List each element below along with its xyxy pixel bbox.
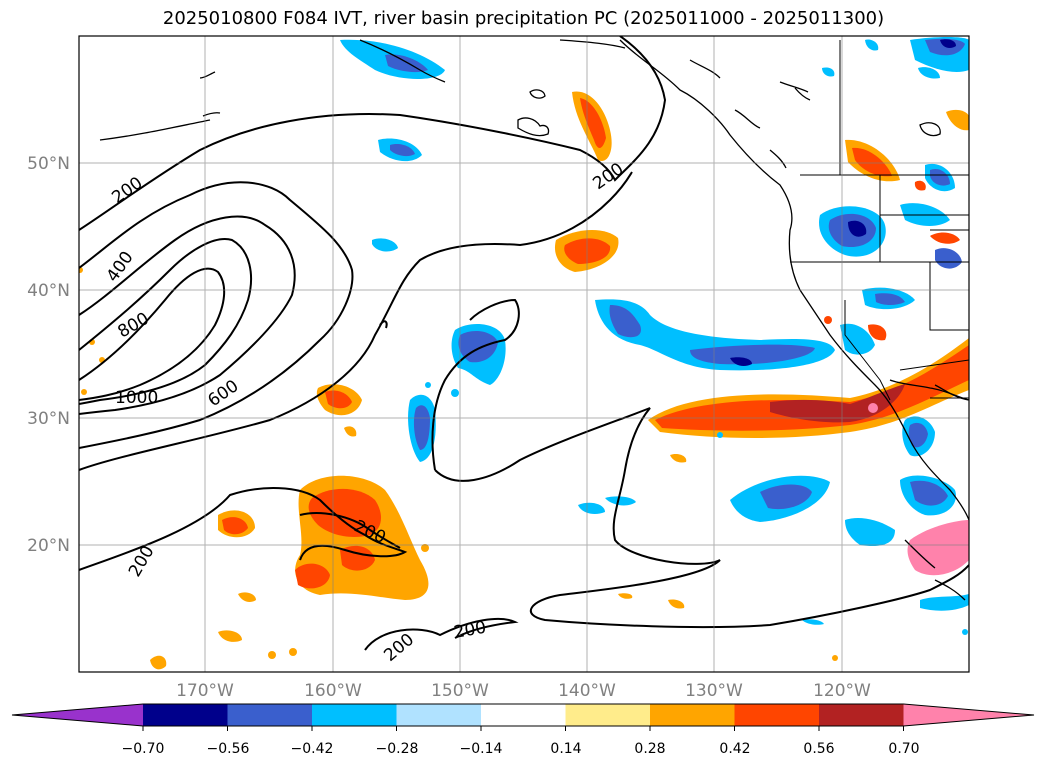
colorbar-tick-label: −0.56	[207, 741, 250, 757]
lon-tick-label: 120°W	[813, 681, 871, 701]
map-gridlines	[79, 36, 969, 672]
contour-label: 1000	[115, 388, 158, 408]
colorbar-segment	[143, 704, 228, 726]
colorbar-tick-label: 0.28	[634, 741, 665, 757]
map-content: 200 400 800 1000 600 200 200 200 200 200	[79, 36, 969, 672]
lat-tick-labels: 50°N 40°N 30°N 20°N	[27, 154, 70, 556]
colorbar-extend-low	[12, 704, 143, 726]
colorbar-segment	[565, 704, 651, 726]
lon-tick-label: 170°W	[176, 681, 234, 701]
colorbar-tick-label: 0.56	[803, 741, 834, 757]
colorbar-segment	[227, 704, 313, 726]
colorbar-tick-labels: −0.70 −0.56 −0.42 −0.28 −0.14 0.14 0.28 …	[122, 741, 920, 757]
colorbar-segment	[481, 704, 566, 726]
colorbar-segment	[734, 704, 820, 726]
lat-tick-label: 30°N	[27, 409, 70, 429]
state-borders	[790, 40, 969, 401]
colorbar-tick-label: −0.70	[122, 741, 165, 757]
lat-tick-label: 50°N	[27, 154, 70, 174]
colorbar-segment	[819, 704, 904, 726]
ivt-contours	[79, 36, 969, 651]
lon-tick-label: 150°W	[431, 681, 489, 701]
lon-tick-label: 130°W	[685, 681, 743, 701]
colorbar-tick-label: 0.14	[550, 741, 581, 757]
precip-negative-shading	[340, 37, 969, 635]
chart-title: 2025010800 F084 IVT, river basin precipi…	[162, 8, 885, 29]
coastlines	[99, 39, 969, 601]
colorbar-tick-label: −0.14	[460, 741, 503, 757]
colorbar-segment	[396, 704, 482, 726]
colorbar-tick-label: −0.28	[376, 741, 419, 757]
lon-tick-label: 140°W	[558, 681, 616, 701]
lon-tick-labels: 170°W 160°W 150°W 140°W 130°W 120°W	[176, 681, 871, 701]
lat-tick-label: 40°N	[27, 281, 70, 301]
colorbar-segment	[312, 704, 397, 726]
lat-tick-label: 20°N	[27, 536, 70, 556]
map-frame	[78, 35, 970, 673]
colorbar-extend-high	[903, 704, 1034, 726]
colorbar	[11, 703, 1035, 731]
colorbar-segment	[650, 704, 735, 726]
colorbar-tick-label: 0.42	[719, 741, 750, 757]
lon-tick-label: 160°W	[304, 681, 362, 701]
colorbar-tick-label: 0.70	[888, 741, 919, 757]
colorbar-tick-label: −0.42	[291, 741, 334, 757]
